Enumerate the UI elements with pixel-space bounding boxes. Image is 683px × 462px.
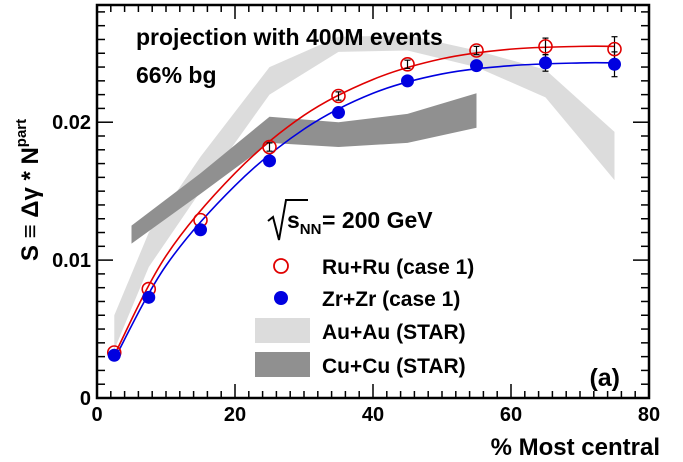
data-point-zrzr <box>332 106 345 120</box>
data-point-ruru <box>538 39 553 54</box>
data-point-zrzr <box>401 74 414 88</box>
legend-entry-zrzr: Zr+Zr (case 1) <box>274 288 460 311</box>
data-point-zrzr <box>107 348 121 362</box>
data-point-ruru <box>400 56 415 72</box>
legend-entry-cucu: Cu+Cu (STAR) <box>255 352 466 378</box>
error-bar-ruru <box>335 91 342 101</box>
error-bar-ruru <box>404 59 411 70</box>
data-point-zrzr <box>470 59 483 73</box>
legend-swatch-auau <box>255 318 310 343</box>
legend-label-zrzr: Zr+Zr (case 1) <box>322 288 460 311</box>
band-au-au-star <box>114 35 615 350</box>
x-tick-label: 0 <box>91 404 102 426</box>
data-point-ruru <box>262 139 277 155</box>
legend-label-auau: Au+Au (STAR) <box>322 321 466 344</box>
data-point-zrzr <box>539 56 552 70</box>
annotation-projection: projection with 400M events <box>136 24 443 50</box>
svg-text:S ≡ Δγ * Npart: S ≡ Δγ * Npart <box>13 119 44 261</box>
x-tick-label: 80 <box>638 404 660 426</box>
bands-layer <box>114 35 615 350</box>
markers-layer <box>106 39 622 362</box>
data-point-ruru <box>607 41 622 57</box>
y-tick-label: 0 <box>80 388 91 410</box>
x-tick-label: 40 <box>362 404 384 426</box>
legend-marker-zrzr <box>274 291 288 305</box>
fit-curve-ruru <box>113 45 615 356</box>
band-cu-cu-star <box>131 93 477 244</box>
y-axis-title: S ≡ Δγ * Npart <box>13 119 44 261</box>
legend-marker-ruru <box>273 258 289 274</box>
y-tick-label: 0.02 <box>52 112 91 134</box>
x-tick-label: 60 <box>500 404 522 426</box>
energy-symbol: s <box>287 207 300 233</box>
annotation-energy: sNN = 200 GeV <box>267 199 433 241</box>
legend-entry-auau: Au+Au (STAR) <box>255 318 466 344</box>
y-tick-label: 0.01 <box>52 250 91 272</box>
data-point-zrzr <box>263 154 276 168</box>
energy-value: = 200 GeV <box>322 207 433 233</box>
svg-text:sNN: sNN <box>287 207 321 238</box>
x-tick-label: 20 <box>224 404 246 426</box>
energy-subscript: NN <box>300 221 322 238</box>
data-point-zrzr <box>608 57 621 71</box>
legend-label-cucu: Cu+Cu (STAR) <box>322 355 466 378</box>
data-point-zrzr <box>194 223 207 237</box>
data-point-zrzr <box>142 290 156 304</box>
legend: Ru+Ru (case 1) Zr+Zr (case 1) Au+Au (STA… <box>255 256 474 378</box>
legend-swatch-cucu <box>255 352 310 377</box>
y-axis-title-sub: part <box>13 119 30 147</box>
y-axis-title-main: S ≡ Δγ * N <box>17 147 44 261</box>
error-bar-ruru <box>266 142 273 152</box>
data-point-ruru <box>469 43 484 58</box>
legend-entry-ruru: Ru+Ru (case 1) <box>273 256 474 279</box>
error-bar-ruru <box>473 45 480 56</box>
data-point-ruru <box>331 88 346 104</box>
legend-label-ruru: Ru+Ru (case 1) <box>322 256 474 279</box>
annotation-background: 66% bg <box>136 62 217 88</box>
panel-label: (a) <box>589 364 620 392</box>
y-axis-ticks: 0 0.01 0.02 <box>52 11 649 410</box>
sqrt-sign-icon <box>267 199 308 241</box>
x-axis-title: % Most central <box>491 434 660 461</box>
